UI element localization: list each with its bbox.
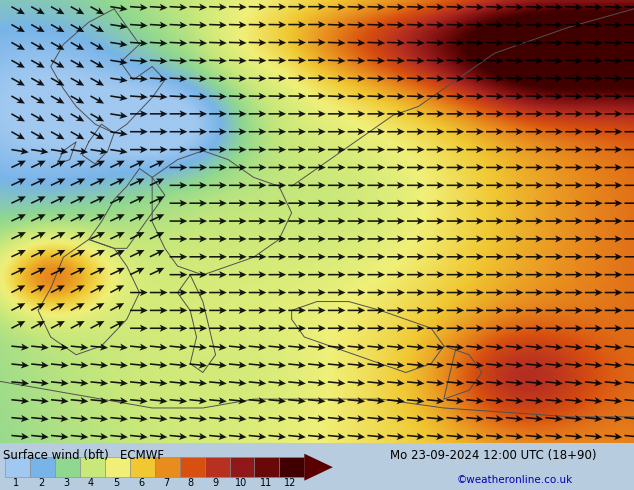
Bar — [30, 458, 55, 477]
Text: 8: 8 — [188, 478, 194, 489]
Bar — [205, 458, 230, 477]
Text: 10: 10 — [235, 478, 247, 489]
Bar — [280, 458, 304, 477]
Text: 6: 6 — [138, 478, 144, 489]
Text: 11: 11 — [259, 478, 272, 489]
Polygon shape — [304, 454, 333, 481]
Text: ©weatheronline.co.uk: ©weatheronline.co.uk — [456, 475, 573, 485]
Bar — [80, 458, 105, 477]
Bar — [5, 458, 30, 477]
Text: 12: 12 — [285, 478, 297, 489]
Bar — [55, 458, 80, 477]
Text: 3: 3 — [63, 478, 69, 489]
Text: 5: 5 — [113, 478, 119, 489]
Text: 9: 9 — [213, 478, 219, 489]
Bar — [230, 458, 254, 477]
Text: 7: 7 — [163, 478, 169, 489]
Text: 1: 1 — [13, 478, 20, 489]
Text: Surface wind (bft)   ECMWF: Surface wind (bft) ECMWF — [3, 449, 164, 462]
Text: 2: 2 — [38, 478, 44, 489]
Text: 4: 4 — [88, 478, 94, 489]
Bar — [179, 458, 205, 477]
Bar — [254, 458, 280, 477]
Bar — [105, 458, 130, 477]
Bar — [155, 458, 179, 477]
Bar — [130, 458, 155, 477]
Text: Mo 23-09-2024 12:00 UTC (18+90): Mo 23-09-2024 12:00 UTC (18+90) — [390, 449, 597, 462]
